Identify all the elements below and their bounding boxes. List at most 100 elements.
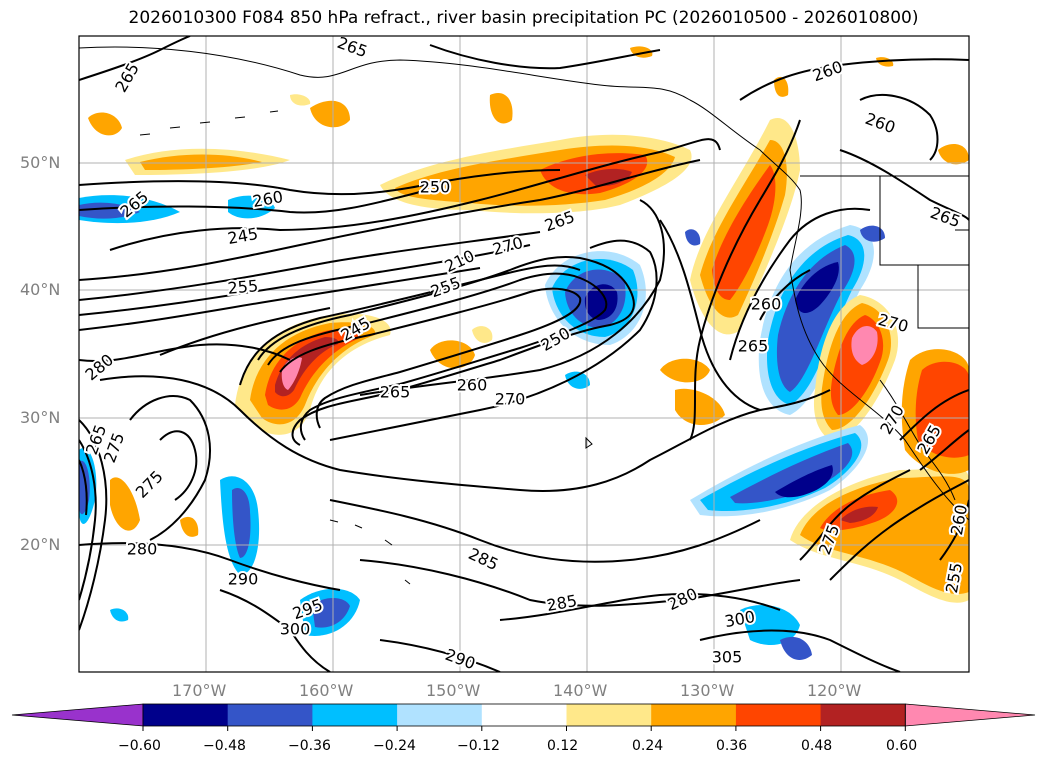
anomaly-blob	[228, 195, 275, 219]
contour-line	[759, 269, 811, 321]
contour-line	[899, 389, 969, 441]
colorbar-tick-label: −0.36	[288, 738, 331, 754]
map-frame	[78, 35, 970, 673]
contour-line	[79, 542, 341, 591]
contour-line	[79, 36, 191, 81]
lon-label: 170°W	[172, 681, 227, 700]
anomaly-blob	[675, 388, 725, 426]
anomaly-southeast	[915, 361, 969, 458]
lon-label: 150°W	[426, 681, 481, 700]
anomaly-blob	[88, 112, 122, 136]
contour-line	[79, 169, 561, 196]
border-states	[879, 176, 969, 329]
contour-line	[79, 231, 541, 301]
contour-line	[79, 419, 108, 631]
contour-line	[79, 191, 421, 214]
contour-line	[729, 207, 871, 361]
colorbar-tick-label: −0.60	[118, 738, 161, 754]
colorbar-segment	[566, 704, 652, 726]
coastline-islands	[585, 436, 593, 449]
coastline-alaska	[79, 46, 969, 521]
contour-line	[839, 149, 969, 221]
contour-line	[219, 589, 331, 672]
colorbar-tick-label: 0.60	[886, 738, 918, 754]
coastlines	[79, 46, 969, 585]
contour-line	[939, 499, 969, 561]
coastline-baja	[879, 379, 956, 501]
contour-line	[379, 639, 501, 672]
anomaly-coast-band	[712, 165, 776, 300]
colorbar-tick-label: −0.12	[457, 738, 500, 754]
lon-label: 130°W	[680, 681, 735, 700]
contour-line	[79, 267, 481, 331]
lat-label: 50°N	[20, 153, 61, 172]
contour-line	[829, 479, 969, 581]
contour-line	[799, 469, 911, 561]
colorbar-tick-label: 0.36	[716, 738, 748, 754]
lon-label: 120°W	[807, 681, 862, 700]
anomaly-blob	[685, 229, 701, 246]
contour-label: 260	[947, 503, 971, 536]
anomaly-blob	[740, 605, 800, 645]
lat-label: 40°N	[20, 280, 61, 299]
anomaly-blob	[774, 76, 789, 97]
colorbar-segment	[397, 704, 483, 726]
anomaly-blob	[232, 488, 251, 558]
colorbar-segment	[227, 704, 313, 726]
colorbar-segment	[735, 704, 822, 726]
contour-line	[267, 272, 608, 441]
contour-line	[739, 58, 969, 101]
contour-line	[79, 159, 701, 281]
contour-label: 260	[751, 295, 782, 314]
contour-line	[79, 343, 291, 362]
colorbar-segment	[143, 704, 229, 726]
anomaly-south-blue	[730, 443, 853, 504]
contour-line	[239, 264, 581, 386]
contour-label: 255	[227, 276, 259, 298]
contour-line	[79, 244, 531, 316]
anomaly-blob	[565, 371, 590, 389]
colorbar-outline	[142, 703, 906, 727]
colorbar-segment	[312, 704, 398, 726]
anomaly-central-blue	[584, 284, 618, 320]
anomaly-north-band	[585, 168, 632, 187]
anomaly-blob	[180, 516, 199, 537]
anomaly-southeast	[900, 541, 945, 581]
colorbar-segment	[820, 704, 906, 726]
anomaly-blob	[310, 100, 350, 128]
colorbar	[11, 703, 1036, 731]
contour-line	[659, 219, 761, 411]
anomaly-south-blue	[775, 465, 833, 498]
contour-line	[129, 395, 211, 541]
colorbar-segment	[481, 704, 567, 726]
anomaly-north-band	[140, 154, 262, 170]
colorbar-tick-label: 0.24	[632, 738, 664, 754]
anomaly-blob	[110, 477, 140, 531]
contour-label: 305	[712, 648, 743, 667]
contour-label: 300	[280, 620, 311, 639]
lon-label: 160°W	[299, 681, 354, 700]
anomaly-blob	[290, 94, 311, 106]
map-title: 2026010300 F084 850 hPa refract., river …	[128, 8, 919, 28]
gridlines	[79, 36, 969, 672]
lat-label: 30°N	[20, 408, 61, 427]
anomaly-southeast	[840, 506, 878, 523]
contour-label: 265	[380, 383, 411, 402]
contour-line	[99, 375, 831, 492]
anomaly-blob	[312, 597, 350, 628]
anomaly-california	[795, 262, 839, 314]
anomaly-blob	[780, 636, 812, 660]
contour-label: 280	[127, 540, 158, 559]
contour-label: 270	[495, 390, 526, 409]
contour-line	[919, 429, 969, 471]
contour-line	[329, 239, 658, 441]
contour-line	[329, 499, 761, 563]
precipitation-shading	[79, 46, 969, 660]
contour-line	[109, 138, 721, 251]
contour-line	[699, 629, 901, 672]
contour-line	[359, 199, 665, 396]
anomaly-blob	[938, 144, 969, 165]
anomaly-blob	[860, 225, 885, 242]
contour-line	[79, 459, 88, 516]
